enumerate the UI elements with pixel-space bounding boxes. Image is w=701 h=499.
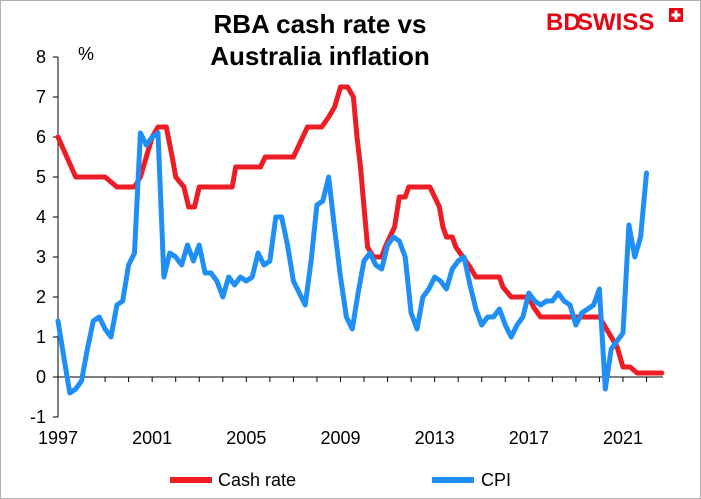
legend: Cash rate CPI [170,470,511,490]
series-line-cpi [55,130,649,396]
y-tick-label: 2 [36,287,46,307]
y-tick-label: 3 [36,247,46,267]
x-tick-label: 2013 [415,428,455,448]
series-line-cash-rate [55,84,665,376]
y-tick-label: 1 [36,327,46,347]
legend-label-cpi: CPI [481,470,511,490]
bdswiss-logo: BD SWISS [546,8,683,36]
y-tick-label: 5 [36,167,46,187]
x-tick-label: 1997 [38,428,78,448]
x-tick-label: 2021 [603,428,643,448]
y-tick-label: 8 [36,47,46,67]
chart-title: RBA cash rate vs Australia inflation [210,9,430,71]
x-tick-label: 2001 [132,428,172,448]
y-tick-label: -1 [30,407,46,427]
logo-swiss-text: SWISS [577,9,654,36]
swiss-cross-icon [669,8,683,22]
x-tick-label: 2017 [509,428,549,448]
logo-bd-text: BD [546,9,581,36]
y-tick-label: 6 [36,127,46,147]
y-tick-label: 4 [36,207,46,227]
x-tick-label: 2009 [320,428,360,448]
x-tick-label: 2005 [226,428,266,448]
y-tick-label: 0 [36,367,46,387]
series-layer [55,84,665,396]
legend-label-cash-rate: Cash rate [218,470,296,490]
y-tick-label: 7 [36,87,46,107]
axes: -1 0 1 2 3 4 5 6 7 8 % 1997 2001 2005 2009 2013 2017 2021 [30,44,663,448]
y-axis-unit-label: % [78,44,94,64]
